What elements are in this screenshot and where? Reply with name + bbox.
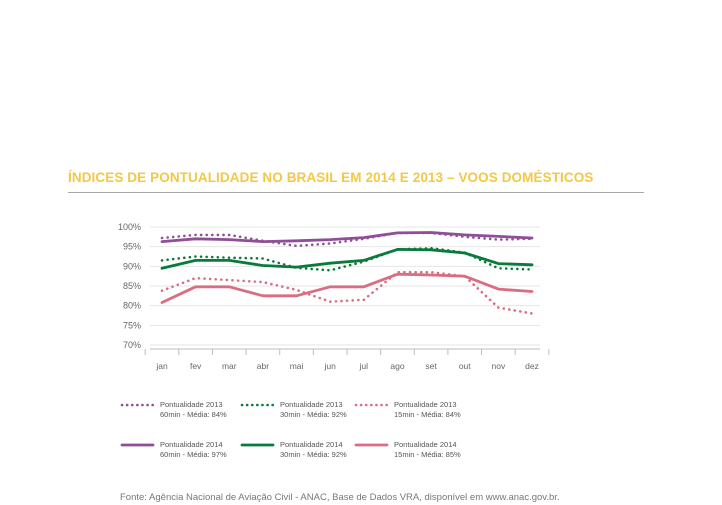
title-rule (68, 192, 644, 193)
x-tick-label: set (425, 361, 437, 371)
legend-item: Pontualidade 2013 30min - Média: 92% (280, 400, 347, 420)
y-tick-label: 75% (123, 320, 141, 330)
series-line (160, 247, 534, 270)
legend-item: Pontualidade 2013 60min - Média: 84% (160, 400, 227, 420)
y-tick-label: 90% (123, 261, 141, 271)
series-line (160, 270, 534, 315)
y-tick-label: 95% (123, 242, 141, 252)
x-tick-label: mar (222, 361, 237, 371)
x-tick-label: abr (257, 361, 269, 371)
legend-series-detail: 60min - Média: 84% (160, 410, 227, 419)
legend-item: Pontualidade 2014 15min - Média: 85% (394, 440, 461, 460)
source-note: Fonte: Agência Nacional de Aviação Civil… (120, 492, 560, 503)
y-tick-label: 100% (118, 222, 141, 232)
legend-series-detail: 30min - Média: 92% (280, 450, 347, 459)
x-tick-label: ago (390, 361, 404, 371)
x-tick-label: fev (190, 361, 202, 371)
legend-item: Pontualidade 2014 30min - Média: 92% (280, 440, 347, 460)
legend-series-detail: 30min - Média: 92% (280, 410, 347, 419)
x-tick-label: nov (492, 361, 506, 371)
series-line (160, 231, 534, 248)
legend-item: Pontualidade 2014 60min - Média: 97% (160, 440, 227, 460)
legend-series-name: Pontualidade 2014 (160, 440, 223, 449)
x-tick-label: jan (155, 361, 168, 371)
x-tick-label: jun (324, 361, 337, 371)
x-tick-label: out (459, 361, 471, 371)
legend-item: Pontualidade 2013 15min - Média: 84% (394, 400, 461, 420)
legend-series-name: Pontualidade 2014 (394, 440, 457, 449)
legend-series-detail: 60min - Média: 97% (160, 450, 227, 459)
series-line (160, 272, 534, 304)
legend-series-detail: 15min - Média: 84% (394, 410, 461, 419)
chart-title: ÍNDICES DE PONTUALIDADE NO BRASIL EM 201… (68, 170, 594, 185)
y-tick-label: 80% (123, 301, 141, 311)
x-tick-label: jul (359, 361, 369, 371)
y-tick-label: 70% (123, 340, 141, 350)
x-tick-label: mai (290, 361, 304, 371)
x-tick-label: dez (525, 361, 539, 371)
legend-series-name: Pontualidade 2013 (160, 400, 223, 409)
legend-series-name: Pontualidade 2014 (280, 440, 343, 449)
y-tick-label: 85% (123, 281, 141, 291)
series-line (160, 231, 534, 244)
legend-series-detail: 15min - Média: 85% (394, 450, 461, 459)
legend-series-name: Pontualidade 2013 (394, 400, 457, 409)
legend-series-name: Pontualidade 2013 (280, 400, 343, 409)
